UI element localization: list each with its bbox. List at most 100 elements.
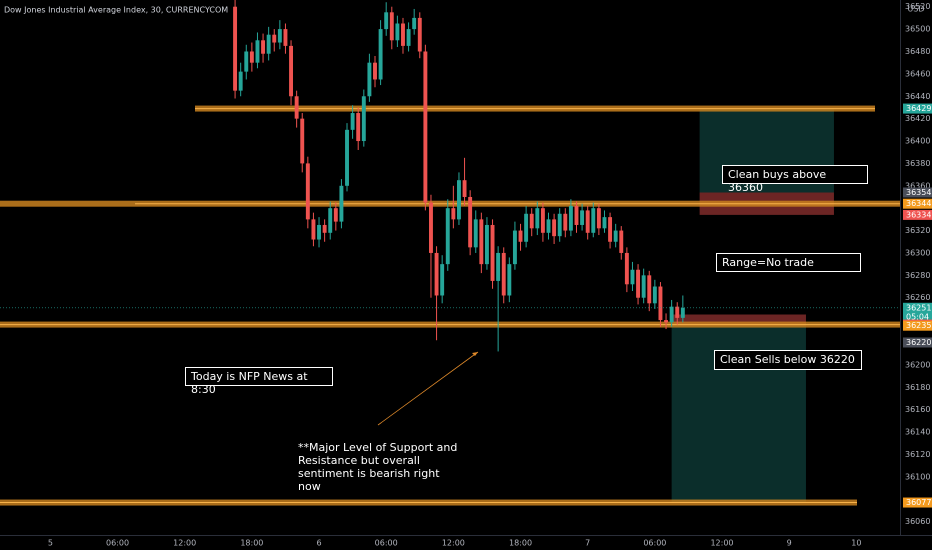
candle-body xyxy=(249,51,254,63)
candle-body xyxy=(535,208,540,229)
candle-body xyxy=(652,286,657,304)
candle-body xyxy=(619,230,624,253)
price-tag xyxy=(903,209,932,220)
candle-body xyxy=(445,208,450,265)
candle-body xyxy=(552,219,557,237)
arrow-head xyxy=(472,352,478,356)
candle-body xyxy=(456,180,461,220)
candle-body xyxy=(490,224,495,281)
price-tag-label: 36077 xyxy=(906,498,931,507)
candle-body xyxy=(641,275,646,298)
candle-body xyxy=(675,306,680,318)
price-tag-label: 36251 xyxy=(906,303,931,312)
candle-body xyxy=(613,230,618,242)
candle-body xyxy=(384,12,389,30)
candle-body xyxy=(423,51,428,203)
candle-body xyxy=(608,217,613,242)
candle-body xyxy=(462,180,467,197)
candle-body xyxy=(317,224,321,240)
candle-body xyxy=(501,252,506,296)
candle-body xyxy=(518,230,523,242)
x-tick-label: 18:00 xyxy=(509,539,532,548)
candle-body xyxy=(322,224,327,233)
candle-body xyxy=(557,213,562,237)
x-tick-label: 10 xyxy=(851,539,861,548)
candle-body xyxy=(479,219,484,265)
candle-body xyxy=(412,17,417,30)
candle-body xyxy=(233,6,238,91)
y-tick-label: 36320 xyxy=(905,226,930,235)
candle-body xyxy=(255,40,260,63)
countdown: 05:04 xyxy=(906,312,929,321)
candle-body xyxy=(305,163,310,220)
candle-body xyxy=(406,29,411,46)
candle-body xyxy=(669,306,674,323)
y-tick-label: 36100 xyxy=(905,472,930,481)
x-tick-label: 12:00 xyxy=(173,539,196,548)
price-tag-label: 36220 xyxy=(906,338,931,347)
price-tag-label: 36354 xyxy=(906,188,931,197)
candle-body xyxy=(496,252,501,281)
candle-body xyxy=(602,217,607,229)
y-tick-label: 36440 xyxy=(905,92,930,101)
y-tick-label: 36480 xyxy=(905,47,930,56)
y-tick-label: 36200 xyxy=(905,360,930,369)
candle-body xyxy=(261,40,266,54)
candle-body xyxy=(395,23,400,41)
y-tick-label: 36180 xyxy=(905,383,930,392)
candle-body xyxy=(373,62,377,80)
stop-zone xyxy=(671,314,806,326)
price-tag xyxy=(903,337,932,348)
candle-body xyxy=(473,219,478,248)
candle-body xyxy=(311,219,316,240)
candle-body xyxy=(367,62,372,97)
x-tick-label: 7 xyxy=(585,539,590,548)
price-tag xyxy=(903,187,932,198)
sr-note: **Major Level of Support and Resistance … xyxy=(298,441,458,493)
annotation-arrow xyxy=(377,351,479,426)
y-tick-label: 36420 xyxy=(905,114,930,123)
y-tick-label: 36460 xyxy=(905,69,930,78)
x-tick-label: 12:00 xyxy=(710,539,733,548)
candle-body xyxy=(512,230,517,265)
candle-body xyxy=(568,205,573,231)
buy-note: Clean buys above 36360 xyxy=(722,165,868,194)
y-tick-label: 36380 xyxy=(905,159,930,168)
candle-body xyxy=(429,202,433,253)
candle-body xyxy=(630,269,635,285)
y-tick-label: 36140 xyxy=(905,428,930,437)
candle-body xyxy=(339,185,344,222)
candle-body xyxy=(356,113,361,142)
price-tag xyxy=(903,103,932,114)
candle-body xyxy=(647,275,652,304)
candle-body xyxy=(585,210,590,233)
x-tick-label: 18:00 xyxy=(240,539,263,548)
price-tag-label: 36429 xyxy=(906,104,931,113)
price-tag xyxy=(903,302,932,323)
y-tick-label: 36120 xyxy=(905,450,930,459)
candle-body xyxy=(300,118,305,164)
price-tag-label: 36334 xyxy=(906,210,931,219)
candle-body xyxy=(546,219,551,233)
candle-body xyxy=(283,29,288,46)
candle-body xyxy=(361,96,366,142)
price-tag-label: 36235 xyxy=(906,321,931,330)
y-tick-label: 36280 xyxy=(905,271,930,280)
sell-note: Clean Sells below 36220 xyxy=(714,350,862,370)
price-tag xyxy=(903,198,932,209)
candle-body xyxy=(328,208,333,233)
candle-body xyxy=(574,205,579,225)
price-tag-label: 36344 xyxy=(906,199,931,208)
candle-body xyxy=(401,23,405,46)
y-tick-label: 36400 xyxy=(905,137,930,146)
candle-body xyxy=(540,208,545,233)
candle-body xyxy=(289,45,294,97)
chart-title: Dow Jones Industrial Average Index, 30, … xyxy=(4,6,228,15)
y-tick-label: 36260 xyxy=(905,293,930,302)
candle-body xyxy=(266,34,271,54)
y-tick-label: 36500 xyxy=(905,25,930,34)
x-tick-label: 06:00 xyxy=(375,539,398,548)
